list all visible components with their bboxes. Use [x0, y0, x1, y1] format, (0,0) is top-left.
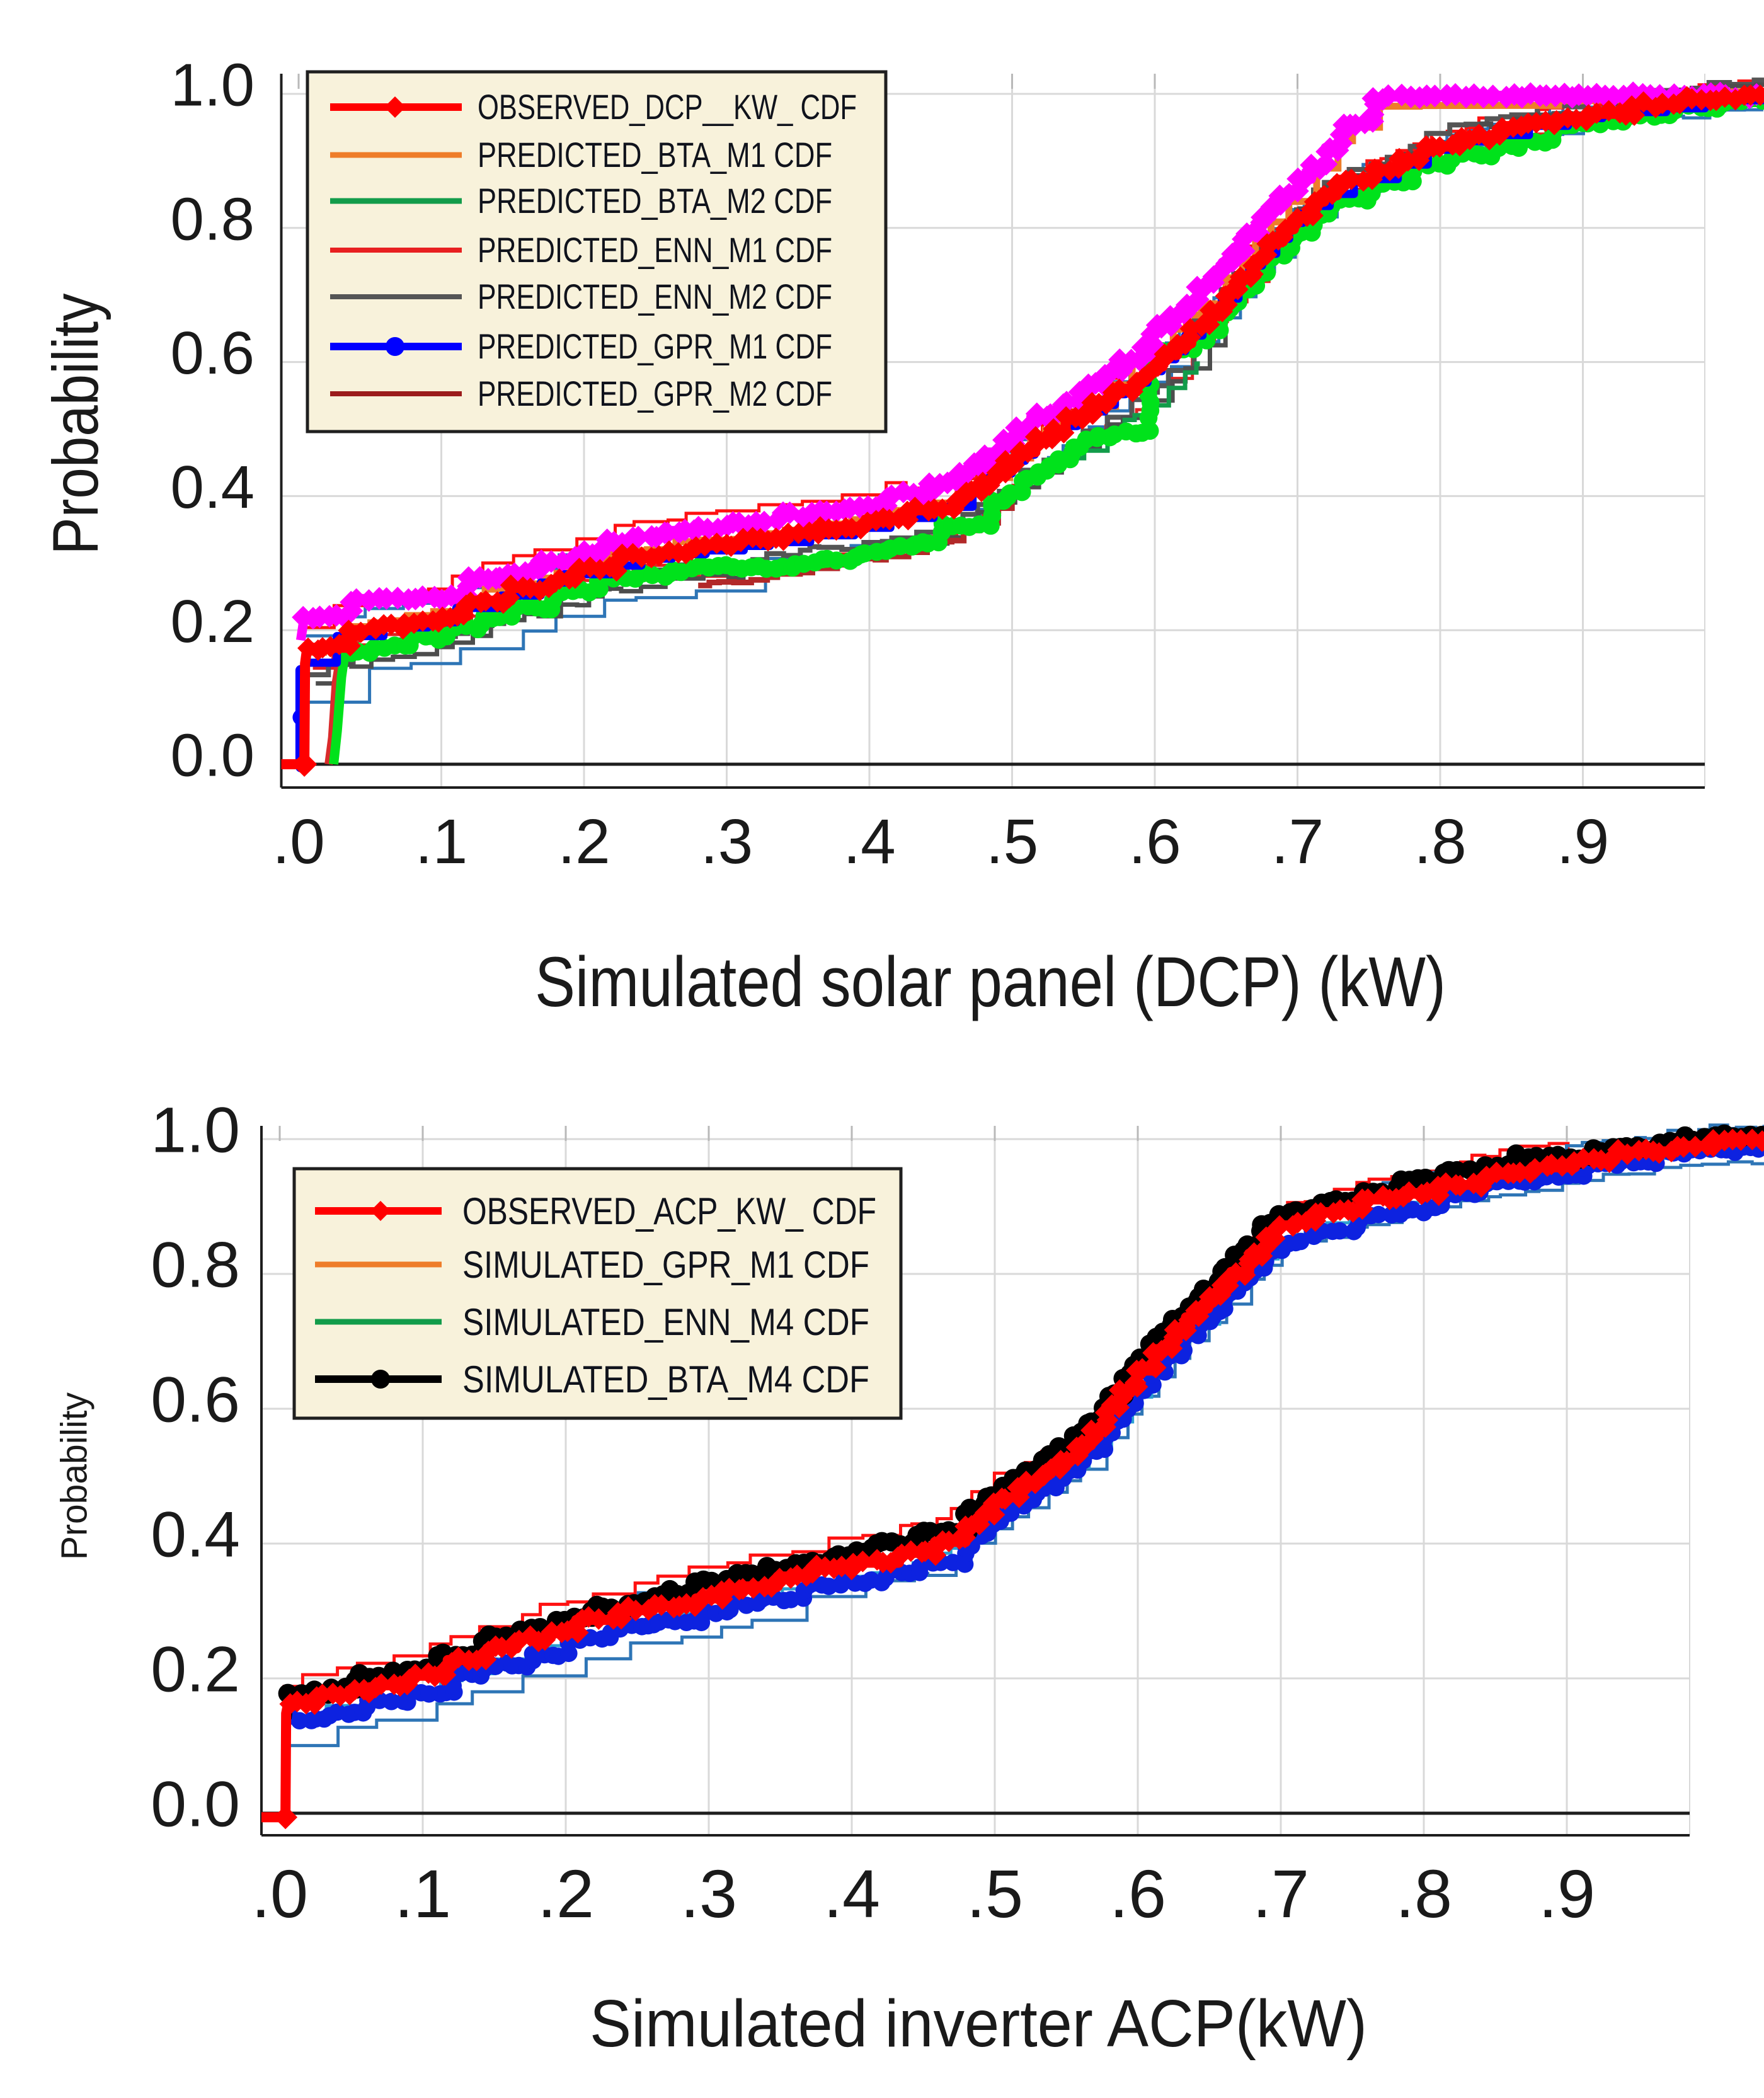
- svg-text:OBSERVED_ACP_KW_ CDF: OBSERVED_ACP_KW_ CDF: [462, 1190, 876, 1232]
- svg-text:1.0: 1.0: [151, 1094, 240, 1166]
- svg-text:.0: .0: [251, 1855, 308, 1932]
- svg-text:1.0: 1.0: [171, 52, 255, 119]
- svg-text:SIMULATED_GPR_M1 CDF: SIMULATED_GPR_M1 CDF: [462, 1244, 869, 1286]
- svg-text:0.2: 0.2: [171, 588, 255, 655]
- svg-text:.0: .0: [272, 806, 324, 877]
- svg-text:.7: .7: [1271, 806, 1324, 877]
- svg-text:.6: .6: [1109, 1855, 1166, 1932]
- svg-text:0.6: 0.6: [151, 1364, 240, 1436]
- svg-text:.2: .2: [558, 806, 610, 877]
- svg-text:0.4: 0.4: [151, 1499, 240, 1571]
- svg-text:.9: .9: [1557, 806, 1609, 877]
- svg-text:.4: .4: [823, 1855, 880, 1932]
- svg-text:SIMULATED_BTA_M4 CDF: SIMULATED_BTA_M4 CDF: [462, 1358, 869, 1401]
- svg-text:0.0: 0.0: [151, 1768, 240, 1840]
- svg-text:PREDICTED_BTA_M1 CDF: PREDICTED_BTA_M1 CDF: [478, 135, 832, 175]
- svg-text:.4: .4: [843, 806, 895, 877]
- svg-text:.5: .5: [966, 1855, 1023, 1932]
- svg-text:PREDICTED_GPR_M1 CDF: PREDICTED_GPR_M1 CDF: [478, 326, 832, 366]
- svg-text:0.8: 0.8: [151, 1229, 240, 1301]
- svg-text:0.0: 0.0: [171, 722, 255, 789]
- svg-text:.8: .8: [1414, 806, 1466, 877]
- svg-text:PREDICTED_ENN_M2 CDF: PREDICTED_ENN_M2 CDF: [478, 277, 832, 316]
- svg-text:0.6: 0.6: [171, 319, 255, 387]
- svg-text:.2: .2: [537, 1855, 594, 1932]
- svg-text:.3: .3: [701, 806, 753, 877]
- svg-text:.7: .7: [1252, 1855, 1309, 1932]
- svg-text:.8: .8: [1395, 1855, 1452, 1932]
- svg-text:Simulated solar panel (DCP) (k: Simulated solar panel (DCP) (kW): [535, 943, 1446, 1021]
- svg-text:PREDICTED_GPR_M2 CDF: PREDICTED_GPR_M2 CDF: [478, 374, 832, 413]
- svg-text:SIMULATED_ENN_M4 CDF: SIMULATED_ENN_M4 CDF: [462, 1301, 869, 1343]
- svg-text:OBSERVED_DCP__KW_ CDF: OBSERVED_DCP__KW_ CDF: [478, 87, 857, 127]
- svg-text:0.2: 0.2: [151, 1634, 240, 1705]
- svg-text:Probability: Probability: [40, 294, 112, 555]
- svg-text:PREDICTED_BTA_M2 CDF: PREDICTED_BTA_M2 CDF: [478, 181, 832, 221]
- svg-text:.9: .9: [1538, 1855, 1595, 1932]
- svg-text:Simulated inverter ACP(kW): Simulated inverter ACP(kW): [590, 1986, 1367, 2061]
- svg-text:0.4: 0.4: [171, 454, 255, 521]
- svg-text:.3: .3: [680, 1855, 737, 1932]
- svg-text:.1: .1: [394, 1855, 451, 1932]
- svg-text:.5: .5: [986, 806, 1038, 877]
- svg-text:Probability: Probability: [54, 1392, 95, 1560]
- svg-text:0.8: 0.8: [171, 185, 255, 253]
- svg-text:.6: .6: [1128, 806, 1181, 877]
- svg-text:.1: .1: [415, 806, 467, 877]
- svg-text:PREDICTED_ENN_M1 CDF: PREDICTED_ENN_M1 CDF: [478, 230, 832, 270]
